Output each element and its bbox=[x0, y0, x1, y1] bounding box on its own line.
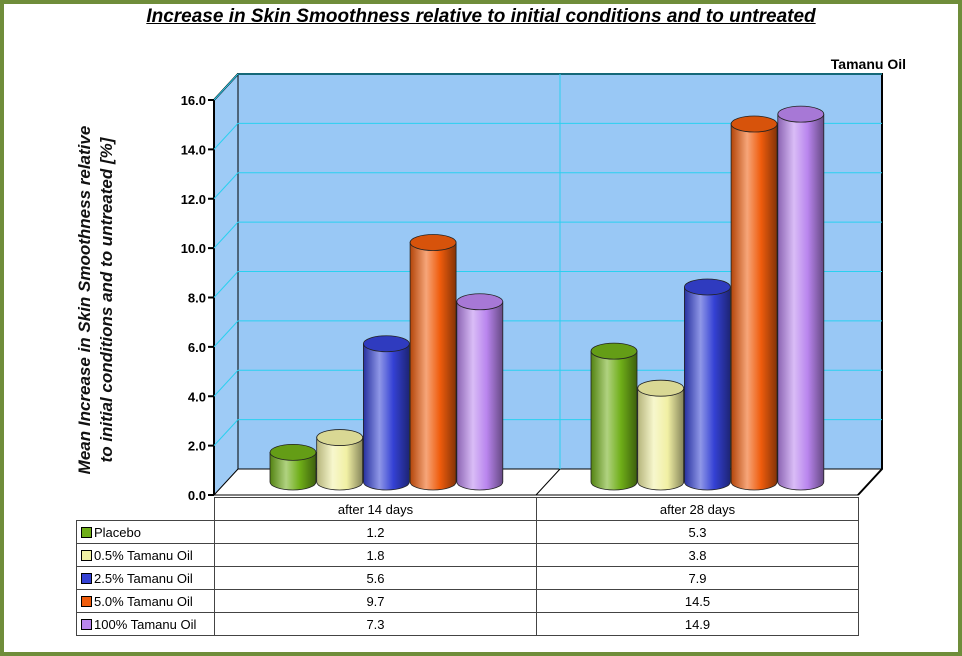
y-tick-label: 12.0 bbox=[181, 192, 206, 207]
table-row: 0.5% Tamanu Oil 1.8 3.8 bbox=[76, 543, 859, 567]
bar bbox=[590, 342, 638, 491]
bar-cap bbox=[684, 278, 731, 296]
chart-title: Increase in Skin Smoothness relative to … bbox=[146, 6, 816, 27]
bar-body bbox=[269, 451, 317, 491]
bar bbox=[362, 335, 410, 491]
table-header-row: after 14 days after 28 days bbox=[77, 497, 859, 521]
legend-swatch bbox=[81, 618, 92, 630]
data-label: 1.2 bbox=[214, 520, 537, 544]
bar bbox=[269, 443, 317, 491]
floor-divider bbox=[535, 468, 561, 496]
bar-group bbox=[269, 105, 825, 491]
bar-cap bbox=[590, 342, 638, 360]
data-label: 5.6 bbox=[214, 566, 537, 590]
table-row: Placebo 1.2 5.3 bbox=[76, 520, 859, 544]
y-axis: 0.0 2.0 4.0 6.0 8.0 10.0 12.0 14.0 16.0 bbox=[181, 93, 214, 503]
table-row: 5.0% Tamanu Oil 9.7 14.5 bbox=[76, 589, 859, 613]
y-tick-label: 14.0 bbox=[181, 142, 206, 157]
legend-entry: Placebo bbox=[76, 520, 215, 544]
gridline-side bbox=[213, 320, 239, 348]
legend-swatch bbox=[81, 549, 92, 561]
bar bbox=[316, 429, 364, 491]
y-tick-label: 2.0 bbox=[188, 439, 206, 454]
bar-cap bbox=[777, 105, 825, 123]
series-name: Placebo bbox=[94, 524, 141, 540]
table-corner bbox=[77, 498, 215, 521]
data-label: 7.3 bbox=[214, 612, 537, 636]
data-label: 5.3 bbox=[536, 520, 859, 544]
data-label: 9.7 bbox=[214, 589, 537, 613]
y-tick-label: 8.0 bbox=[188, 291, 206, 306]
data-label: 14.9 bbox=[536, 612, 859, 636]
bar bbox=[409, 234, 457, 491]
data-label: 1.8 bbox=[214, 543, 537, 567]
legend-swatch bbox=[81, 526, 92, 538]
y-tick-label: 0.0 bbox=[188, 488, 206, 503]
bar-cap bbox=[409, 234, 457, 251]
bar-cap bbox=[362, 335, 410, 353]
bar bbox=[684, 278, 731, 491]
bar bbox=[730, 115, 778, 491]
gridline-side bbox=[213, 419, 239, 446]
bar bbox=[637, 379, 685, 491]
table-row: 2.5% Tamanu Oil 5.6 7.9 bbox=[76, 566, 859, 590]
data-label: 7.9 bbox=[536, 566, 859, 590]
legend-entry: 100% Tamanu Oil bbox=[76, 612, 215, 636]
legend-entry: 5.0% Tamanu Oil bbox=[76, 589, 215, 613]
bar-body bbox=[730, 123, 778, 491]
bar-body bbox=[590, 350, 638, 491]
data-label: 14.5 bbox=[536, 589, 859, 613]
bar-body bbox=[316, 437, 364, 491]
bar-body bbox=[409, 242, 457, 491]
legend-swatch bbox=[81, 572, 92, 584]
series-caption: Tamanu Oil bbox=[830, 56, 906, 72]
category-label: after 14 days bbox=[214, 497, 537, 521]
floor-left-edge bbox=[213, 468, 239, 496]
bar-body bbox=[777, 113, 825, 491]
series-name: 5.0% Tamanu Oil bbox=[94, 593, 193, 609]
y-tick-label: 16.0 bbox=[181, 93, 206, 108]
series-name: 0.5% Tamanu Oil bbox=[94, 547, 193, 563]
series-name: 100% Tamanu Oil bbox=[94, 616, 197, 632]
bar-body bbox=[363, 343, 410, 491]
y-tick-label: 4.0 bbox=[188, 389, 206, 404]
bar bbox=[777, 105, 825, 491]
gridline-side bbox=[213, 271, 239, 298]
data-label: 3.8 bbox=[536, 543, 859, 567]
gridline-side bbox=[213, 172, 239, 200]
data-table: after 14 days after 28 days Placebo 1.2 5.3 0… bbox=[76, 497, 859, 636]
legend-entry: 2.5% Tamanu Oil bbox=[76, 566, 215, 590]
bar-cap bbox=[269, 443, 317, 461]
series-name: 2.5% Tamanu Oil bbox=[94, 570, 193, 586]
gridline-side bbox=[213, 369, 239, 397]
category-label: after 28 days bbox=[536, 497, 859, 521]
y-tick-label: 10.0 bbox=[181, 241, 206, 256]
bar-cap bbox=[456, 293, 504, 311]
bar bbox=[456, 293, 504, 491]
y-tick-label: 6.0 bbox=[188, 340, 206, 355]
bar-cap bbox=[316, 429, 364, 446]
gridline-side bbox=[213, 73, 239, 101]
table-row: 100% Tamanu Oil 7.3 14.9 bbox=[76, 612, 859, 636]
bar-body bbox=[637, 387, 685, 491]
bar-cap bbox=[730, 115, 778, 133]
gridline-side bbox=[213, 123, 239, 150]
gridline-side bbox=[213, 221, 239, 249]
bar-cap bbox=[637, 379, 685, 397]
legend-entry: 0.5% Tamanu Oil bbox=[76, 543, 215, 567]
bar-body bbox=[684, 286, 731, 491]
bar-body bbox=[456, 301, 504, 491]
legend-swatch bbox=[81, 595, 92, 607]
